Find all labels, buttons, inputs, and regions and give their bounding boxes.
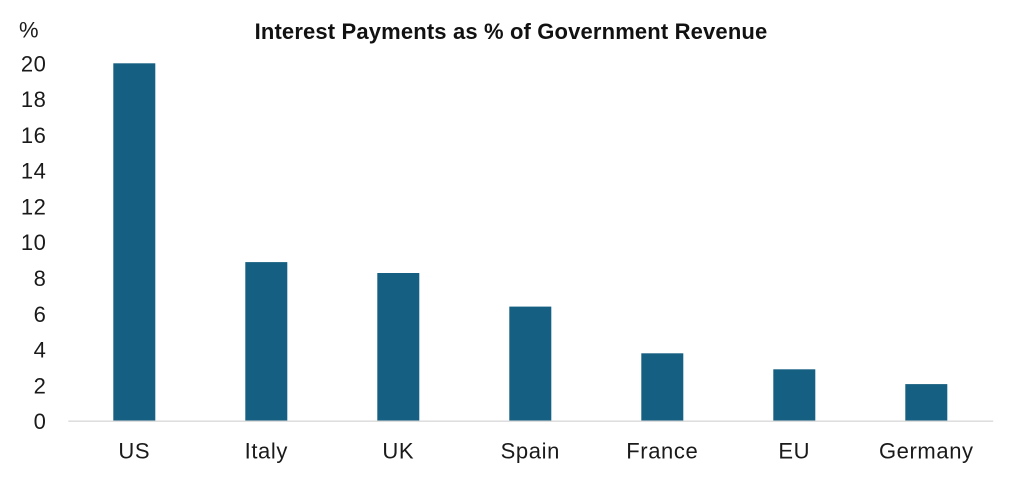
- svg-text:UK: UK: [382, 438, 414, 463]
- svg-text:France: France: [626, 438, 698, 463]
- svg-text:16: 16: [21, 123, 47, 148]
- svg-text:0: 0: [34, 409, 47, 434]
- svg-text:EU: EU: [778, 438, 810, 463]
- svg-text:6: 6: [34, 302, 47, 327]
- svg-text:Spain: Spain: [501, 438, 560, 463]
- svg-text:US: US: [118, 438, 150, 463]
- svg-text:Germany: Germany: [879, 438, 974, 463]
- svg-text:14: 14: [21, 159, 47, 184]
- svg-text:20: 20: [21, 51, 47, 76]
- svg-text:2: 2: [34, 373, 47, 398]
- svg-text:Italy: Italy: [245, 438, 288, 463]
- svg-text:10: 10: [21, 230, 47, 255]
- svg-text:Interest Payments as % of Gove: Interest Payments as % of Government Rev…: [255, 19, 768, 44]
- svg-text:18: 18: [21, 87, 47, 112]
- svg-text:%: %: [19, 18, 39, 43]
- svg-text:12: 12: [21, 194, 47, 219]
- svg-text:4: 4: [34, 338, 47, 363]
- svg-text:8: 8: [34, 266, 47, 291]
